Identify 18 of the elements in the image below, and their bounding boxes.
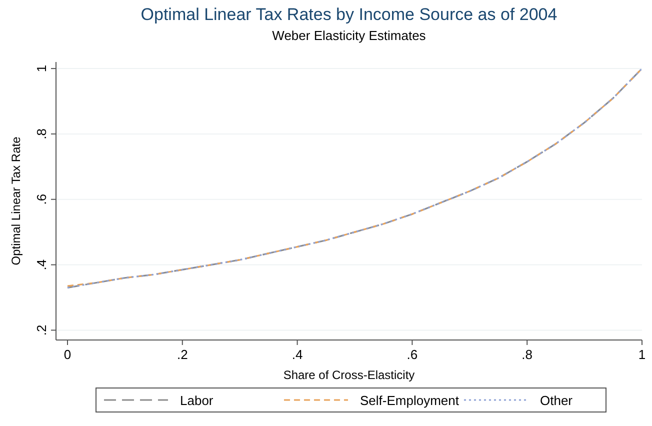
y-tick-label: 1	[34, 64, 49, 72]
legend-label: Labor	[180, 393, 214, 408]
y-tick-label: .2	[34, 324, 49, 336]
chart-subtitle: Weber Elasticity Estimates	[272, 28, 426, 43]
legend-label: Self-Employment	[360, 393, 460, 408]
x-tick-label: 1	[638, 347, 646, 362]
x-tick-label: .6	[406, 347, 418, 362]
x-tick-label: .2	[176, 347, 188, 362]
x-tick-label: 0	[64, 347, 72, 362]
y-tick-label: .6	[34, 194, 49, 205]
x-axis-title: Share of Cross-Elasticity	[283, 368, 415, 382]
legend-label: Other	[540, 393, 574, 408]
y-tick-label: .8	[34, 128, 49, 140]
y-axis-title: Optimal Linear Tax Rate	[9, 136, 23, 266]
y-tick-label: .4	[34, 259, 49, 270]
chart-title: Optimal Linear Tax Rates by Income Source as of 2004	[140, 5, 558, 24]
x-tick-label: .8	[522, 347, 533, 362]
x-tick-label: .4	[292, 347, 303, 362]
